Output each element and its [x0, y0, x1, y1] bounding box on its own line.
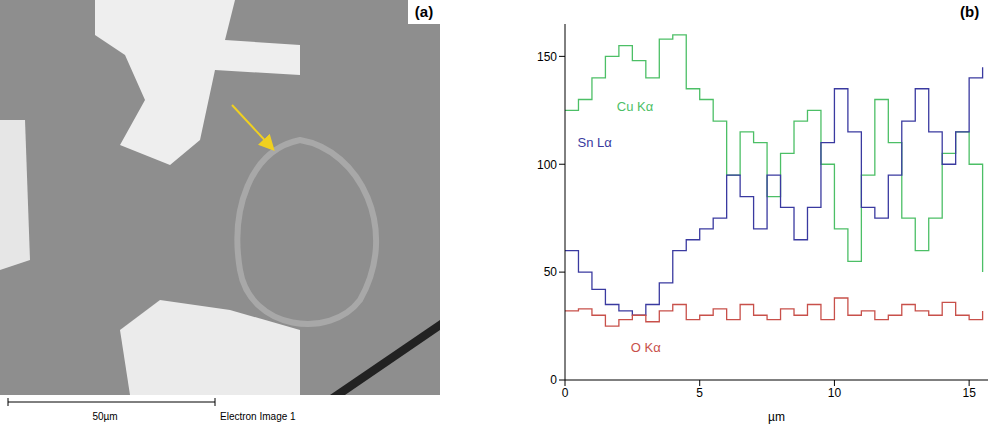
svg-text:5: 5: [696, 386, 703, 400]
svg-text:Cu Kα: Cu Kα: [617, 99, 654, 114]
svg-text:100: 100: [537, 158, 557, 172]
svg-text:0: 0: [562, 386, 569, 400]
svg-text:50: 50: [544, 265, 558, 279]
svg-text:(a): (a): [415, 3, 433, 20]
svg-text:Electron Image 1: Electron Image 1: [220, 411, 296, 422]
svg-text:µm: µm: [768, 410, 785, 424]
svg-text:150: 150: [537, 50, 557, 64]
svg-text:0: 0: [550, 373, 557, 387]
svg-text:50µm: 50µm: [92, 411, 117, 422]
svg-text:Sn Lα: Sn Lα: [578, 135, 613, 150]
svg-text:O Kα: O Kα: [631, 340, 661, 355]
html-text:(b): (b): [960, 3, 980, 20]
svg-text:15: 15: [962, 386, 976, 400]
svg-text:10: 10: [828, 386, 842, 400]
